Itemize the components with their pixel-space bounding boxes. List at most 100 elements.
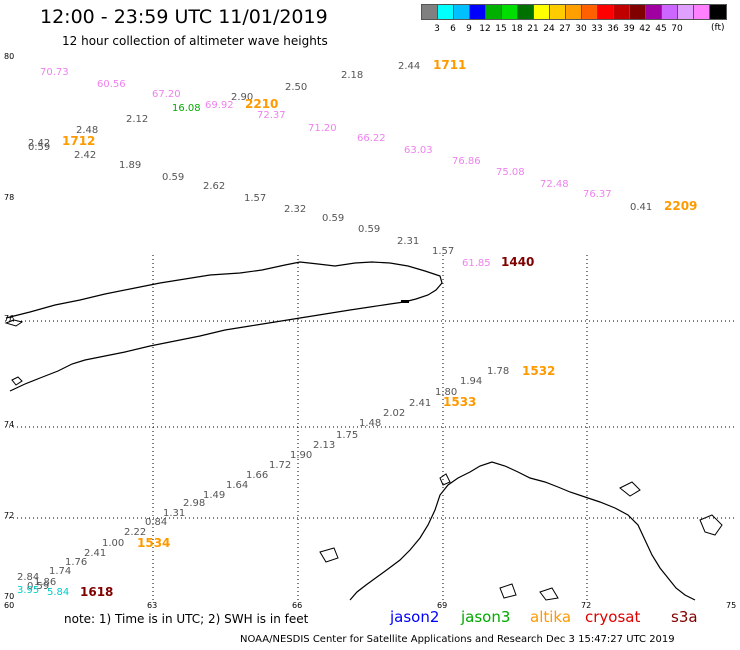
coastline-fragment <box>4 319 24 327</box>
lat-label: 72 <box>4 511 15 520</box>
lon-label: 72 <box>581 601 592 610</box>
color-scale-label: 45 <box>655 24 667 34</box>
swh-value: 0.59 <box>28 142 51 153</box>
swh-value: 2.41 <box>409 398 432 409</box>
swh-value: 2.90 <box>231 92 254 103</box>
swh-value: 2.42 <box>74 150 97 161</box>
swh-value: 1.66 <box>246 470 269 481</box>
lon-label: 60 <box>4 601 15 610</box>
pass-time-label: 1533 <box>443 395 477 409</box>
swh-value: 0.59 <box>358 224 381 235</box>
swh-value: 0.41 <box>630 202 653 213</box>
swh-value: 2.32 <box>284 204 307 215</box>
swh-value: 0.59 <box>322 213 345 224</box>
swh-value: 2.44 <box>398 61 421 72</box>
swh-value: 1.48 <box>359 418 382 429</box>
color-scale-label: 36 <box>607 24 619 34</box>
swh-value: 1.80 <box>435 387 458 398</box>
swh-value: 67.20 <box>152 89 181 100</box>
pass-time-label: 2210 <box>245 97 279 111</box>
color-scale-label: 39 <box>623 24 635 34</box>
swh-value: 2.42 <box>28 138 51 149</box>
color-scale-label: 21 <box>527 24 539 34</box>
swh-value: 69.92 <box>205 100 234 111</box>
swh-value: 0.84 <box>145 517 168 528</box>
coastline-fragment <box>499 583 517 599</box>
coastline-mainland <box>349 461 696 601</box>
swh-value: 2.12 <box>126 114 149 125</box>
color-scale-label: 3 <box>434 24 440 34</box>
swh-value: 2.22 <box>124 527 147 538</box>
color-scale-label: 9 <box>466 24 472 34</box>
footer-credit: NOAA/NESDIS Center for Satellite Applica… <box>240 634 675 645</box>
swh-value: 1.72 <box>269 460 292 471</box>
color-scale-label: 27 <box>559 24 571 34</box>
swh-value: 2.48 <box>76 125 99 136</box>
color-scale-label: 18 <box>511 24 523 34</box>
grid-lines <box>5 255 735 600</box>
swh-value: 1.57 <box>432 246 455 257</box>
legend-jason2: jason2 <box>390 608 440 626</box>
coastline-fragment <box>439 473 451 486</box>
swh-value: 66.22 <box>357 133 386 144</box>
pass-time-label: 1440 <box>501 255 535 269</box>
color-scale-label: 33 <box>591 24 603 34</box>
swh-value: 1.76 <box>65 557 88 568</box>
swh-value: 61.85 <box>462 258 491 269</box>
swh-value: 60.56 <box>97 79 126 90</box>
swh-value: 76.37 <box>583 189 612 200</box>
coastline-north-island <box>5 261 443 392</box>
lon-label: 69 <box>437 601 448 610</box>
swh-value: 1.00 <box>102 538 125 549</box>
lon-label: 66 <box>292 601 303 610</box>
color-scale-label: 30 <box>575 24 587 34</box>
swh-value: 2.84 <box>17 572 40 583</box>
swh-value: 2.98 <box>183 498 206 509</box>
swh-value: 1.94 <box>460 376 483 387</box>
island-fragment <box>401 300 409 303</box>
legend-altika: altika <box>530 608 572 626</box>
coastline-fragment <box>539 587 559 601</box>
lat-label: 74 <box>4 420 15 429</box>
swh-value: 1.86 <box>34 577 57 588</box>
color-scale-label: 6 <box>450 24 456 34</box>
page-title: 12:00 - 23:59 UTC 11/01/2019 <box>40 6 328 28</box>
swh-value: 1.78 <box>487 366 510 377</box>
lon-label: 63 <box>147 601 158 610</box>
color-scale-label: 42 <box>639 24 651 34</box>
swh-value: 76.86 <box>452 156 481 167</box>
swh-value: 2.41 <box>84 548 107 559</box>
lat-label: 70 <box>4 592 15 601</box>
pass-time-label: 1618 <box>80 585 114 599</box>
lon-label: 75 <box>726 601 737 610</box>
swh-value: 5.84 <box>47 587 70 598</box>
color-scale-label: 12 <box>479 24 491 34</box>
coastline-fragment <box>619 481 641 497</box>
legend-jason3: jason3 <box>461 608 511 626</box>
color-scale-label: 15 <box>495 24 507 34</box>
swh-value: 2.50 <box>285 82 308 93</box>
swh-value: 70.73 <box>40 67 69 78</box>
swh-value: 3.95 <box>17 585 40 596</box>
swh-value: 1.90 <box>290 450 313 461</box>
pass-time-label: 1532 <box>522 364 556 378</box>
swh-value: 1.74 <box>49 566 72 577</box>
color-scale-swatch <box>709 4 727 20</box>
coastline-fragment <box>11 376 23 386</box>
coastline-fragment <box>319 547 339 563</box>
swh-value: 0.59 <box>162 172 185 183</box>
pass-time-label: 1534 <box>137 536 171 550</box>
swh-value: 2.02 <box>383 408 406 419</box>
swh-value: 0.59 <box>27 581 50 592</box>
lat-label: 80 <box>4 52 15 61</box>
swh-value: 1.89 <box>119 160 142 171</box>
swh-value: 71.20 <box>308 123 337 134</box>
legend-s3a: s3a <box>671 608 698 626</box>
swh-value: 2.13 <box>313 440 336 451</box>
coastline-fragment <box>699 514 723 536</box>
swh-value: 75.08 <box>496 167 525 178</box>
swh-value: 72.37 <box>257 110 286 121</box>
legend-cryosat: cryosat <box>585 608 641 626</box>
color-scale-label: 24 <box>543 24 555 34</box>
